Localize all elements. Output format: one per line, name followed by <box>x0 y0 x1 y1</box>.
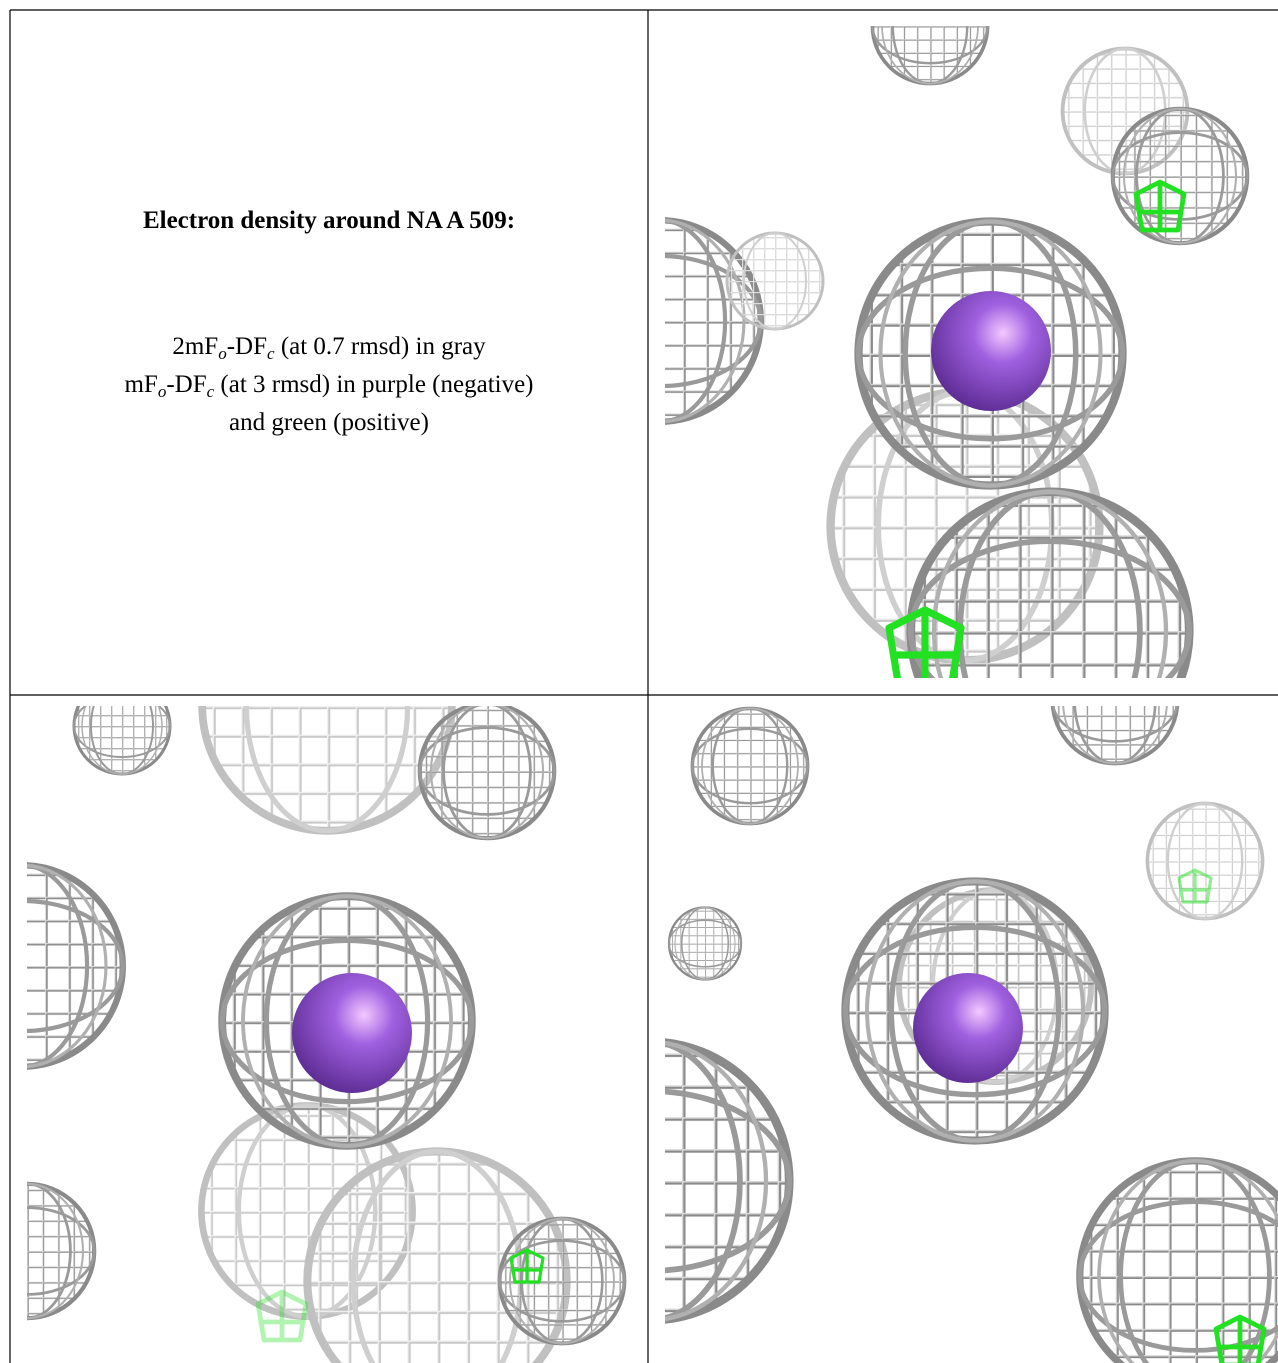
subscript: o <box>218 344 227 363</box>
caption-line: 2mFo-DFc (at 0.7 rmsd) in gray <box>10 328 648 366</box>
mesh <box>420 704 554 838</box>
mesh <box>0 1184 94 1318</box>
caption-cell: Electron density around NA A 509: 2mFo-D… <box>10 10 648 695</box>
caption-text: -DF <box>166 371 207 398</box>
caption-line: mFo-DFc (at 3 rmsd) in purple (negative) <box>10 366 648 404</box>
caption-lines: 2mFo-DFc (at 0.7 rmsd) in gray mFo-DFc (a… <box>10 328 648 442</box>
caption-text: -DF <box>226 333 268 360</box>
subscript: c <box>206 382 215 401</box>
caption-text: 2mF <box>172 333 219 360</box>
density-view-1 <box>559 0 1247 770</box>
subscript: o <box>157 382 167 401</box>
caption-text: (at 3 rmsd) in purple (negative) <box>214 371 534 398</box>
caption-text: and green (positive) <box>229 409 429 436</box>
caption-title: Electron density around NA A 509: <box>142 207 516 234</box>
na-atom <box>292 973 412 1093</box>
subscript: c <box>267 344 275 363</box>
mesh <box>667 906 743 981</box>
mesh <box>0 865 123 1067</box>
mesh <box>872 0 987 84</box>
caption-text: mF <box>124 371 158 398</box>
mesh <box>690 706 810 826</box>
table-borders <box>9 9 1278 1363</box>
na-atom <box>913 973 1023 1083</box>
na-atom <box>931 291 1051 411</box>
mesh <box>1080 1161 1278 1363</box>
density-view-3 <box>511 639 1278 1363</box>
caption-text: (at 0.7 rmsd) in gray <box>274 333 486 360</box>
density-view-2 <box>0 581 624 1363</box>
caption-line: and green (positive) <box>10 404 648 442</box>
mesh <box>725 231 825 331</box>
